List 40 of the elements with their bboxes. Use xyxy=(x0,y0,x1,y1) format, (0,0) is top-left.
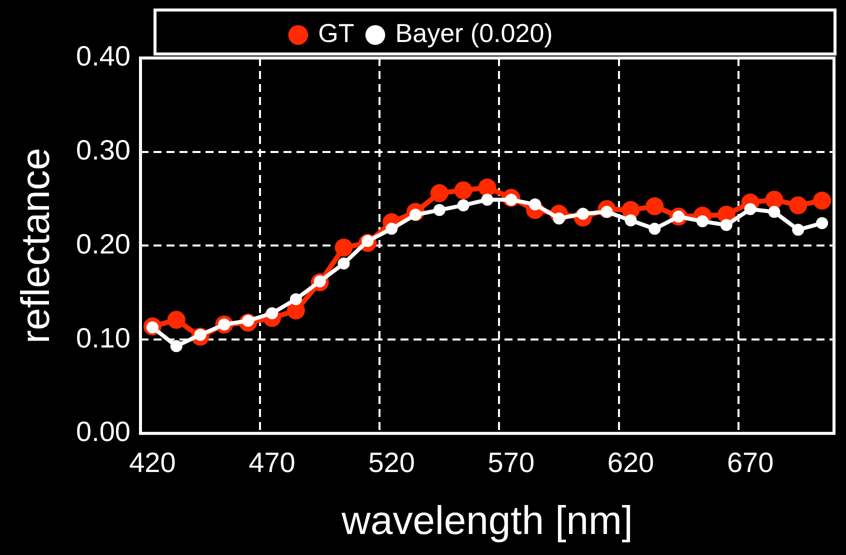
legend-label: GT xyxy=(318,18,354,48)
point xyxy=(696,215,708,228)
point xyxy=(170,340,182,352)
point xyxy=(768,206,780,218)
y-tick-label: 0.00 xyxy=(76,416,130,448)
point xyxy=(433,204,446,216)
point xyxy=(744,203,756,216)
x-tick-label: 520 xyxy=(368,446,415,478)
point xyxy=(167,310,186,329)
x-axis-title: wavelength [nm] xyxy=(340,499,633,544)
point xyxy=(648,222,661,235)
y-tick-label: 0.40 xyxy=(76,40,130,72)
point xyxy=(386,222,398,235)
point xyxy=(720,219,732,232)
legend-label: Bayer (0.020) xyxy=(395,18,553,48)
point xyxy=(454,181,472,200)
point xyxy=(765,190,784,209)
y-tick-label: 0.10 xyxy=(76,322,130,354)
point xyxy=(478,178,496,197)
point xyxy=(813,192,832,210)
point xyxy=(646,197,664,216)
x-tick-label: 670 xyxy=(726,446,774,478)
point xyxy=(624,214,637,226)
point xyxy=(430,184,448,202)
point xyxy=(481,194,494,206)
point xyxy=(338,258,350,270)
x-tick-label: 620 xyxy=(607,446,654,478)
y-tick-label: 0.30 xyxy=(76,134,130,166)
point xyxy=(789,196,808,214)
point xyxy=(290,293,302,306)
x-tick-label: 420 xyxy=(129,446,176,478)
y-axis-title: reflectance xyxy=(14,148,58,344)
x-tick-label: 470 xyxy=(248,446,296,478)
point xyxy=(334,238,353,257)
point xyxy=(529,198,542,210)
y-tick-label: 0.20 xyxy=(76,228,130,260)
point xyxy=(816,217,828,230)
point xyxy=(457,199,470,212)
x-tick-label: 570 xyxy=(488,446,535,478)
point xyxy=(792,224,804,236)
